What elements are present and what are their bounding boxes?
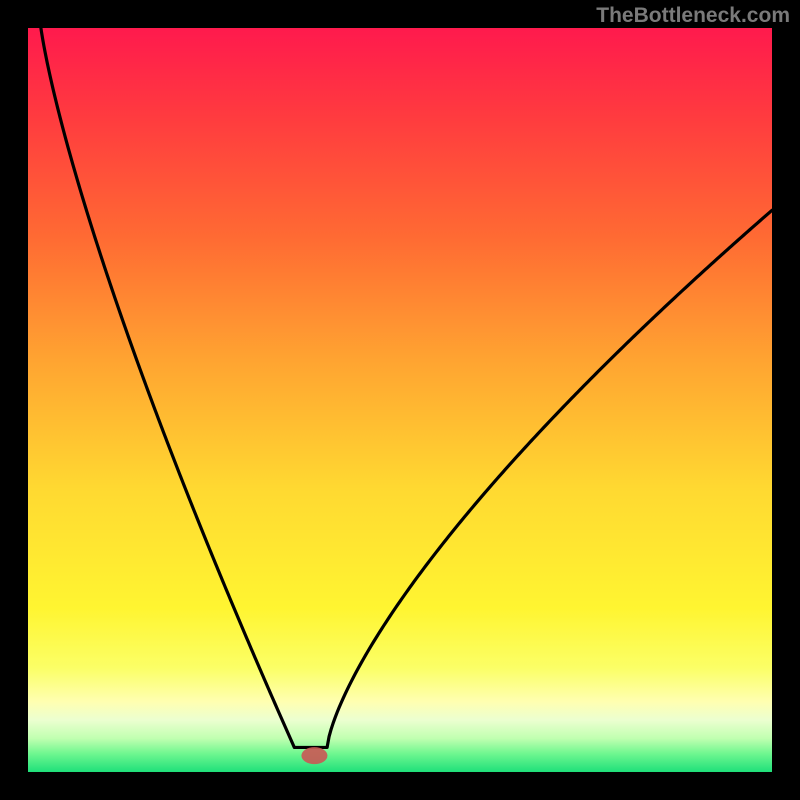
bottleneck-chart — [0, 0, 800, 800]
gradient-background — [28, 28, 772, 772]
chart-root: TheBottleneck.com — [0, 0, 800, 800]
watermark-text: TheBottleneck.com — [596, 4, 790, 28]
optimal-marker — [301, 747, 327, 764]
